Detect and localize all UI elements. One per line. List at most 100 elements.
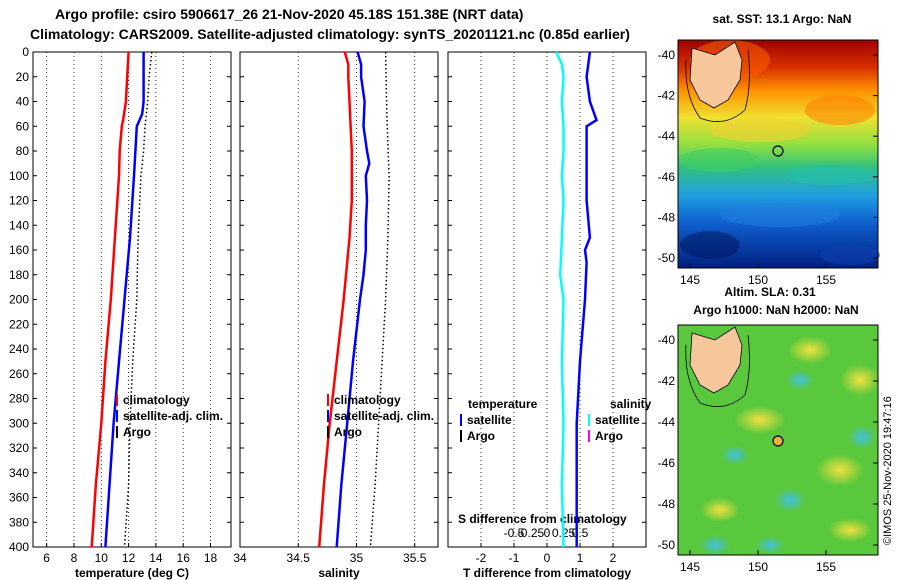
legend-label: Argo bbox=[123, 425, 151, 439]
legend-label: satellite-adj. clim. bbox=[123, 409, 223, 423]
x-tick-label: 16 bbox=[177, 551, 191, 565]
x-tick-label: 35 bbox=[350, 551, 364, 565]
tasmania-land bbox=[689, 41, 743, 109]
legend-label: Argo bbox=[467, 429, 495, 443]
y-tick-label: 140 bbox=[9, 218, 29, 232]
legend-label: climatology bbox=[334, 393, 401, 407]
salinity-axis-label: salinity bbox=[318, 566, 360, 580]
series-satellite-adj-clim- bbox=[335, 51, 371, 548]
salinity-frame bbox=[239, 51, 439, 548]
series-argo bbox=[369, 51, 390, 548]
sst-lon-axis: 145 150 155 bbox=[680, 263, 836, 287]
sst-map-title: sat. SST: 13.1 Argo: NaN bbox=[713, 12, 852, 26]
y-tick-label: 0 bbox=[22, 45, 29, 59]
y-tick-label: 260 bbox=[9, 367, 29, 381]
series-salinity-satellite bbox=[555, 51, 565, 548]
sst-lat-axis: -40 -42 -44 -46 -48 -50 bbox=[658, 48, 878, 265]
sla-map: Altim. SLA: 0.31 Argo h1000: NaN h2000: … bbox=[658, 285, 880, 574]
legend-label: satellite bbox=[467, 413, 512, 427]
sla-lon-axis: 145 150 155 bbox=[680, 550, 836, 574]
y-tick-label: 180 bbox=[9, 268, 29, 282]
y-tick-label: 360 bbox=[9, 491, 29, 505]
difference-axis-label: T difference from climatology bbox=[463, 566, 631, 580]
x-tick-label: 35.5 bbox=[403, 551, 427, 565]
imos-credit: ©IMOS 25-Nov-2020 19:47:16 bbox=[882, 396, 894, 545]
y-tick-label: 340 bbox=[9, 466, 29, 480]
difference-panel: -2 -1 0 1 2-0.5-0.25 0 0.250.5S difference fro… bbox=[447, 51, 652, 580]
lat-tick-label: -50 bbox=[658, 251, 676, 265]
legend-title-right: salinity bbox=[610, 397, 652, 411]
lon-tick-label: 145 bbox=[680, 560, 700, 574]
series-temperature-satellite bbox=[575, 51, 599, 547]
y-tick-label: 200 bbox=[9, 293, 29, 307]
sla-texture bbox=[699, 336, 880, 555]
y-tick-label: 400 bbox=[9, 540, 29, 554]
lat-tick-label: -42 bbox=[658, 89, 676, 103]
x-tick-label: 18 bbox=[204, 551, 218, 565]
legend-title-left: temperature bbox=[468, 397, 538, 411]
temperature-panel: 0 20 40 60 80 100 120 140 160 180 200 220 240 260 280 3… bbox=[9, 45, 232, 580]
series-climatology bbox=[90, 51, 130, 548]
x-tick-label: 34.5 bbox=[287, 551, 311, 565]
lon-tick-label: 145 bbox=[680, 273, 700, 287]
s-tick-label: 0.5 bbox=[572, 526, 589, 540]
sst-texture bbox=[680, 40, 880, 265]
x-tick-label: 1 bbox=[577, 551, 584, 565]
figure-title-line2: Climatology: CARS2009. Satellite-adjuste… bbox=[30, 26, 630, 42]
lat-tick-label: -46 bbox=[658, 170, 676, 184]
salinity-panel: 34 34.5 35 35.5 salinity climatology satellite… bbox=[233, 51, 439, 580]
temperature-frame bbox=[32, 51, 232, 548]
x-tick-label: 6 bbox=[43, 551, 50, 565]
lat-tick-label: -46 bbox=[658, 456, 676, 470]
sla-map-title-2: Argo h1000: NaN h2000: NaN bbox=[693, 303, 858, 317]
s-tick-label: 0 bbox=[544, 526, 551, 540]
y-tick-label: 40 bbox=[16, 95, 30, 109]
sla-map-title-1: Altim. SLA: 0.31 bbox=[724, 285, 816, 299]
lat-tick-label: -40 bbox=[658, 48, 676, 62]
lon-tick-label: 155 bbox=[816, 273, 836, 287]
figure-title-line1: Argo profile: csiro 5906617_26 21-Nov-20… bbox=[55, 6, 524, 22]
x-tick-label: 10 bbox=[95, 551, 109, 565]
sla-argo-marker bbox=[772, 435, 784, 447]
x-tick-label: 2 bbox=[610, 551, 617, 565]
y-tick-label: 220 bbox=[9, 317, 29, 331]
lon-tick-label: 150 bbox=[748, 273, 768, 287]
y-tick-label: 100 bbox=[9, 169, 29, 183]
y-tick-label: 60 bbox=[16, 119, 30, 133]
y-tick-label: 20 bbox=[16, 70, 30, 84]
lat-tick-label: -40 bbox=[658, 333, 676, 347]
sst-argo-marker bbox=[772, 145, 784, 157]
lat-tick-label: -42 bbox=[658, 374, 676, 388]
series-climatology bbox=[317, 51, 354, 548]
y-tick-label: 160 bbox=[9, 243, 29, 257]
lat-tick-label: -50 bbox=[658, 538, 676, 552]
legend-label: satellite-adj. clim. bbox=[334, 409, 434, 423]
sst-map: sat. SST: 13.1 Argo: NaN -40 -42 -44 -46 -48… bbox=[658, 12, 880, 287]
lon-tick-label: 155 bbox=[816, 560, 836, 574]
sst-contour bbox=[685, 49, 750, 122]
x-tick-label: 14 bbox=[149, 551, 163, 565]
y-tick-label: 120 bbox=[9, 194, 29, 208]
lat-tick-label: -48 bbox=[658, 210, 676, 224]
s-tick-label: -0.5 bbox=[504, 526, 525, 540]
x-tick-label: -1 bbox=[509, 551, 520, 565]
y-tick-label: 320 bbox=[9, 441, 29, 455]
sla-contour bbox=[685, 334, 750, 407]
x-tick-label: 12 bbox=[122, 551, 136, 565]
legend-label: Argo bbox=[595, 429, 623, 443]
lon-tick-label: 150 bbox=[748, 560, 768, 574]
temperature-axis-label: temperature (deg C) bbox=[75, 566, 189, 580]
y-tick-label: 300 bbox=[9, 416, 29, 430]
legend-label: climatology bbox=[123, 393, 190, 407]
sla-lat-axis: -40 -42 -44 -46 -48 -50 bbox=[658, 333, 878, 552]
sla-tasmania-land bbox=[689, 326, 743, 394]
sst-map-frame bbox=[677, 39, 879, 269]
x-tick-label: 0 bbox=[544, 551, 551, 565]
legend-label: Argo bbox=[334, 425, 362, 439]
y-tick-label: 80 bbox=[16, 144, 30, 158]
y-tick-label: 240 bbox=[9, 342, 29, 356]
sla-map-frame bbox=[677, 324, 879, 556]
series-satellite-adj-clim- bbox=[104, 52, 145, 548]
legend-label: satellite bbox=[595, 413, 640, 427]
